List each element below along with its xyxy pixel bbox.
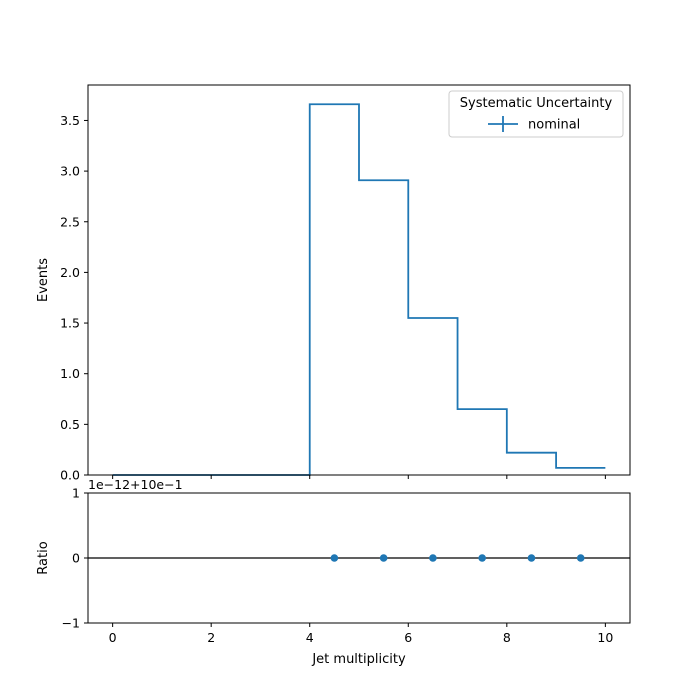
y-tick-label-main: 3.0: [60, 164, 80, 179]
y-tick-label-main: 1.0: [60, 366, 80, 381]
x-axis-label: Jet multiplicity: [311, 652, 406, 667]
y-tick-label-ratio: 0: [72, 551, 80, 566]
ratio-axes-frame: [87, 492, 631, 624]
ratio-point: [429, 554, 437, 562]
x-tick-label: 2: [207, 630, 215, 645]
x-tick-label: 0: [109, 630, 117, 645]
y-tick-label-main: 1.5: [60, 316, 80, 331]
y-axis-label-events: Events: [36, 258, 51, 302]
x-tick-label: 8: [503, 630, 511, 645]
ratio-point: [379, 554, 388, 562]
x-tick-label: 6: [404, 630, 412, 645]
y-tick-label-main: 0.5: [60, 417, 80, 432]
legend: Systematic Uncertainty nominal: [448, 90, 624, 138]
ratio-point: [330, 554, 339, 562]
y-tick-label-main: 3.5: [60, 113, 80, 128]
y-tick-label-main: 2.5: [60, 214, 80, 229]
y-tick-label-ratio: −1: [62, 616, 80, 631]
ratio-point: [576, 554, 585, 562]
y-tick-label-main: 2.0: [60, 265, 80, 280]
main-axes-frame: [87, 84, 631, 476]
x-tick-label: 4: [306, 630, 314, 645]
y-tick-label-main: 0.0: [60, 468, 80, 483]
y-axis-label-ratio: Ratio: [36, 541, 51, 574]
legend-title: Systematic Uncertainty: [460, 96, 613, 111]
legend-box: [448, 90, 624, 138]
legend-entry-nominal: nominal: [528, 118, 580, 133]
ratio-offset-text: 1e−12+10e−1: [88, 477, 183, 492]
ratio-point: [478, 554, 486, 562]
x-tick-label: 10: [597, 630, 613, 645]
ratio-point: [527, 554, 536, 562]
y-tick-label-ratio: 1: [72, 486, 80, 501]
